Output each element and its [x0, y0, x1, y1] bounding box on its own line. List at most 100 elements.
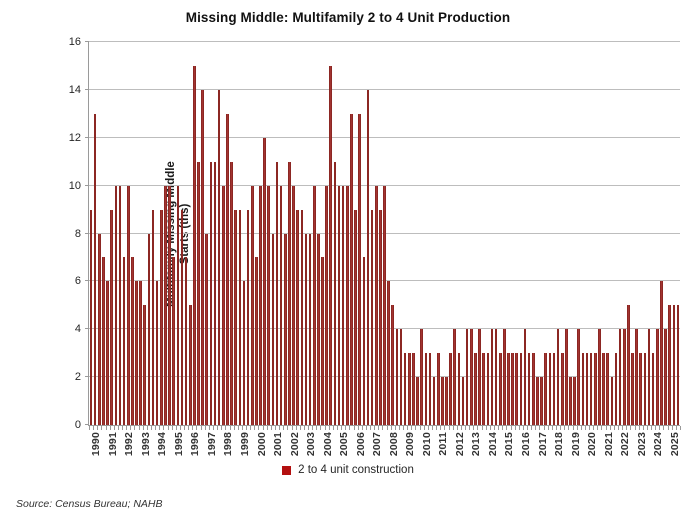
bar-12 [139, 281, 142, 425]
bar-130 [627, 305, 630, 425]
x-tick-mark-12 [138, 426, 140, 430]
x-tick-label-2023: 2023 [635, 432, 648, 457]
x-tick-mark-93 [473, 426, 475, 430]
bar-98 [494, 329, 498, 425]
x-tick-label-1993: 1993 [139, 432, 152, 457]
x-tick-mark-108 [535, 426, 537, 430]
x-tick-mark-98 [494, 426, 496, 430]
x-tick-mark-7 [117, 426, 119, 430]
bar-90 [461, 377, 465, 425]
x-tick-mark-65 [357, 426, 359, 430]
bar-99 [498, 353, 502, 425]
bar-93 [474, 353, 477, 425]
bar-58 [329, 65, 333, 425]
x-tick-mark-57 [324, 426, 326, 430]
bar-114 [560, 353, 564, 425]
bar-106 [527, 353, 531, 425]
bar-36 [238, 209, 242, 425]
x-tick-mark-130 [626, 426, 628, 430]
x-tick-mark-29 [208, 426, 210, 430]
bar-37 [242, 281, 246, 425]
x-tick-mark-136 [651, 426, 653, 430]
x-tick-mark-118 [576, 426, 578, 430]
x-tick-label-2013: 2013 [470, 432, 483, 457]
chart-title: Missing Middle: Multifamily 2 to 4 Unit … [185, 10, 511, 25]
bar-1 [93, 113, 97, 425]
bar-127 [614, 353, 618, 425]
x-tick-mark-75 [398, 426, 400, 430]
bar-80 [420, 329, 423, 425]
bar-120 [585, 353, 589, 425]
bar-79 [416, 377, 419, 425]
y-tick-mark-6 [85, 280, 89, 282]
x-tick-mark-33 [225, 426, 227, 430]
x-tick-label-2000: 2000 [255, 432, 268, 457]
x-tick-mark-20 [171, 426, 173, 430]
bar-60 [337, 185, 341, 425]
bar-66 [362, 257, 366, 425]
x-tick-mark-87 [448, 426, 450, 430]
x-tick-mark-66 [361, 426, 363, 430]
bar-71 [383, 185, 386, 425]
bar-125 [606, 353, 609, 425]
x-tick-mark-131 [630, 426, 632, 430]
x-tick-label-2004: 2004 [321, 432, 334, 457]
x-tick-mark-54 [312, 426, 314, 430]
bar-14 [147, 233, 151, 425]
bar-43 [267, 185, 271, 425]
x-tick-mark-62 [345, 426, 347, 430]
x-tick-mark-10 [130, 426, 132, 430]
x-tick-mark-3 [101, 426, 103, 430]
x-tick-mark-45 [274, 426, 276, 430]
bar-20 [172, 257, 176, 425]
bar-10 [131, 257, 134, 425]
x-tick-mark-85 [440, 426, 442, 430]
x-tick-label-1999: 1999 [238, 432, 251, 457]
x-tick-mark-80 [419, 426, 421, 430]
x-tick-mark-53 [308, 426, 310, 430]
bar-25 [193, 65, 196, 425]
x-tick-mark-59 [332, 426, 334, 430]
bar-8 [122, 257, 126, 425]
y-tick-mark-14 [85, 88, 89, 90]
bar-113 [556, 329, 560, 425]
x-tick-mark-22 [179, 426, 181, 430]
bar-22 [180, 209, 184, 425]
x-tick-label-2008: 2008 [387, 432, 400, 457]
x-tick-mark-89 [456, 426, 458, 430]
x-tick-mark-74 [394, 426, 396, 430]
bar-45 [275, 161, 279, 425]
x-tick-mark-102 [510, 426, 512, 430]
bar-103 [515, 353, 519, 425]
bar-73 [391, 305, 395, 425]
x-tick-mark-117 [572, 426, 574, 430]
bar-140 [668, 305, 671, 425]
y-tick-label-2: 2 [74, 371, 81, 384]
y-tick-mark-4 [85, 328, 89, 330]
bar-30 [213, 161, 217, 425]
x-tick-label-1990: 1990 [90, 432, 103, 457]
bar-57 [325, 185, 328, 425]
x-tick-mark-110 [543, 426, 545, 430]
bar-26 [197, 161, 200, 425]
bar-59 [333, 161, 337, 425]
x-tick-label-2018: 2018 [553, 432, 566, 457]
x-tick-label-2024: 2024 [652, 432, 665, 457]
x-tick-label-1994: 1994 [156, 432, 169, 457]
y-tick-mark-8 [85, 232, 89, 234]
gridline-y-12 [89, 136, 680, 138]
x-tick-mark-44 [270, 426, 272, 430]
y-tick-label-12: 12 [68, 131, 81, 144]
x-tick-label-2006: 2006 [354, 432, 367, 457]
bar-62 [346, 185, 349, 425]
x-tick-mark-127 [613, 426, 615, 430]
x-tick-mark-36 [237, 426, 239, 430]
x-tick-label-1992: 1992 [123, 432, 136, 457]
bar-112 [552, 353, 556, 425]
x-tick-mark-73 [390, 426, 392, 430]
bar-33 [226, 113, 229, 425]
bar-128 [618, 329, 622, 425]
x-tick-mark-122 [593, 426, 595, 430]
bar-74 [395, 329, 399, 425]
